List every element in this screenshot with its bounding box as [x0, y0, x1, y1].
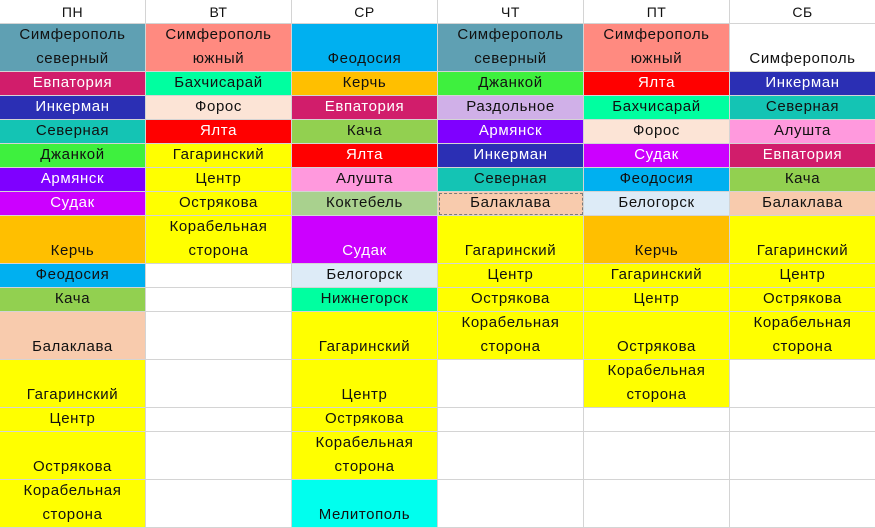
empty-cell[interactable] — [146, 312, 292, 360]
schedule-cell[interactable]: Симферополь северный — [0, 24, 146, 72]
empty-cell[interactable] — [730, 408, 875, 432]
schedule-cell[interactable]: Феодосия — [0, 264, 146, 288]
empty-cell[interactable] — [438, 360, 584, 408]
empty-cell[interactable] — [146, 432, 292, 480]
schedule-cell[interactable]: Джанкой — [0, 144, 146, 168]
empty-cell[interactable] — [730, 432, 875, 480]
schedule-cell[interactable]: Гагаринский — [0, 360, 146, 408]
empty-cell[interactable] — [730, 360, 875, 408]
schedule-cell[interactable]: Феодосия — [292, 24, 438, 72]
schedule-cell[interactable]: Инкерман — [438, 144, 584, 168]
day-header: ПТ — [584, 0, 730, 24]
schedule-cell[interactable]: Армянск — [438, 120, 584, 144]
schedule-cell[interactable]: Феодосия — [584, 168, 730, 192]
schedule-cell[interactable]: Балаклава — [438, 192, 584, 216]
schedule-cell[interactable]: Корабельная сторона — [584, 360, 730, 408]
schedule-cell[interactable]: Кача — [730, 168, 875, 192]
schedule-cell[interactable]: Кача — [292, 120, 438, 144]
schedule-cell[interactable]: Центр — [438, 264, 584, 288]
schedule-cell[interactable]: Форос — [146, 96, 292, 120]
schedule-cell[interactable]: Корабельная сторона — [146, 216, 292, 264]
day-header: ПН — [0, 0, 146, 24]
day-header: СБ — [730, 0, 875, 24]
schedule-cell[interactable]: Бахчисарай — [146, 72, 292, 96]
schedule-cell[interactable]: Ялта — [292, 144, 438, 168]
schedule-cell[interactable]: Алушта — [730, 120, 875, 144]
schedule-cell[interactable]: Евпатория — [0, 72, 146, 96]
empty-cell[interactable] — [438, 480, 584, 528]
schedule-cell[interactable]: Судак — [584, 144, 730, 168]
schedule-cell[interactable]: Судак — [0, 192, 146, 216]
schedule-cell[interactable]: Белогорск — [584, 192, 730, 216]
schedule-cell[interactable]: Коктебель — [292, 192, 438, 216]
schedule-cell[interactable]: Северная — [0, 120, 146, 144]
schedule-cell[interactable]: Балаклава — [0, 312, 146, 360]
empty-cell[interactable] — [584, 480, 730, 528]
empty-cell[interactable] — [438, 408, 584, 432]
schedule-cell[interactable]: Острякова — [438, 288, 584, 312]
schedule-cell[interactable]: Кача — [0, 288, 146, 312]
schedule-cell[interactable]: Корабельная сторона — [730, 312, 875, 360]
empty-cell[interactable] — [730, 480, 875, 528]
schedule-cell[interactable]: Форос — [584, 120, 730, 144]
schedule-cell[interactable]: Гагаринский — [730, 216, 875, 264]
schedule-cell[interactable]: Симферополь — [730, 24, 875, 72]
schedule-cell[interactable]: Ялта — [146, 120, 292, 144]
schedule-cell[interactable]: Инкерман — [730, 72, 875, 96]
schedule-cell[interactable]: Раздольное — [438, 96, 584, 120]
empty-cell[interactable] — [584, 432, 730, 480]
empty-cell[interactable] — [146, 480, 292, 528]
schedule-cell[interactable]: Центр — [146, 168, 292, 192]
schedule-cell[interactable]: Центр — [0, 408, 146, 432]
schedule-cell[interactable]: Острякова — [0, 432, 146, 480]
schedule-cell[interactable]: Ялта — [584, 72, 730, 96]
schedule-cell[interactable]: Армянск — [0, 168, 146, 192]
schedule-cell[interactable]: Керчь — [584, 216, 730, 264]
schedule-cell[interactable]: Нижнегорск — [292, 288, 438, 312]
empty-cell[interactable] — [146, 264, 292, 288]
schedule-cell[interactable]: Острякова — [146, 192, 292, 216]
schedule-cell[interactable]: Корабельная сторона — [292, 432, 438, 480]
schedule-cell[interactable]: Симферополь северный — [438, 24, 584, 72]
empty-cell[interactable] — [146, 408, 292, 432]
schedule-cell[interactable]: Северная — [730, 96, 875, 120]
schedule-cell[interactable]: Гагаринский — [292, 312, 438, 360]
schedule-cell[interactable]: Мелитополь — [292, 480, 438, 528]
schedule-cell[interactable]: Гагаринский — [584, 264, 730, 288]
day-header: ВТ — [146, 0, 292, 24]
schedule-cell[interactable]: Судак — [292, 216, 438, 264]
schedule-cell[interactable]: Инкерман — [0, 96, 146, 120]
schedule-cell[interactable]: Бахчисарай — [584, 96, 730, 120]
empty-cell[interactable] — [584, 408, 730, 432]
schedule-cell[interactable]: Евпатория — [292, 96, 438, 120]
schedule-cell[interactable]: Симферополь южный — [146, 24, 292, 72]
empty-cell[interactable] — [146, 360, 292, 408]
schedule-cell[interactable]: Центр — [584, 288, 730, 312]
schedule-cell[interactable]: Гагаринский — [146, 144, 292, 168]
schedule-cell[interactable]: Острякова — [730, 288, 875, 312]
schedule-cell[interactable]: Керчь — [292, 72, 438, 96]
schedule-cell[interactable]: Джанкой — [438, 72, 584, 96]
schedule-cell[interactable]: Острякова — [584, 312, 730, 360]
schedule-cell[interactable]: Корабельная сторона — [0, 480, 146, 528]
schedule-cell[interactable]: Белогорск — [292, 264, 438, 288]
schedule-cell[interactable]: Балаклава — [730, 192, 875, 216]
schedule-cell[interactable]: Симферополь южный — [584, 24, 730, 72]
empty-cell[interactable] — [438, 432, 584, 480]
schedule-cell[interactable]: Центр — [292, 360, 438, 408]
day-header: ЧТ — [438, 0, 584, 24]
schedule-cell[interactable]: Гагаринский — [438, 216, 584, 264]
schedule-cell[interactable]: Алушта — [292, 168, 438, 192]
empty-cell[interactable] — [146, 288, 292, 312]
schedule-cell[interactable]: Евпатория — [730, 144, 875, 168]
schedule-cell[interactable]: Северная — [438, 168, 584, 192]
schedule-cell[interactable]: Корабельная сторона — [438, 312, 584, 360]
schedule-cell[interactable]: Острякова — [292, 408, 438, 432]
schedule-cell[interactable]: Керчь — [0, 216, 146, 264]
schedule-cell[interactable]: Центр — [730, 264, 875, 288]
day-header: СР — [292, 0, 438, 24]
